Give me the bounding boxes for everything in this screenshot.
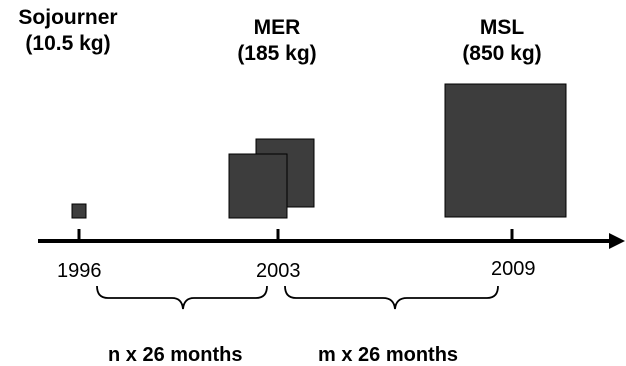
year-label-2009: 2009 xyxy=(491,258,536,280)
mission-name: MSL xyxy=(479,16,525,39)
mission-mass: (850 kg) xyxy=(462,42,542,65)
mission-name: MER xyxy=(253,16,301,39)
sojourner-block xyxy=(71,203,87,219)
mission-label-sojourner: Sojourner (10.5 kg) xyxy=(0,5,136,57)
interval-label-n: n x 26 months xyxy=(108,344,243,366)
mission-mass: (10.5 kg) xyxy=(25,32,111,55)
mission-label-mer: MER (185 kg) xyxy=(218,15,336,67)
timeline-arrowhead xyxy=(609,233,625,249)
year-label-1996: 1996 xyxy=(57,260,102,282)
interval-label-m: m x 26 months xyxy=(318,344,459,366)
mer-block-front xyxy=(228,153,288,219)
interval-brace-1 xyxy=(96,285,268,310)
mission-name: Sojourner xyxy=(18,6,118,29)
mission-mass: (185 kg) xyxy=(237,42,317,65)
mission-label-msl: MSL (850 kg) xyxy=(437,15,567,67)
interval-brace-2 xyxy=(284,285,499,310)
msl-block xyxy=(444,83,567,218)
year-label-2003: 2003 xyxy=(256,260,301,282)
